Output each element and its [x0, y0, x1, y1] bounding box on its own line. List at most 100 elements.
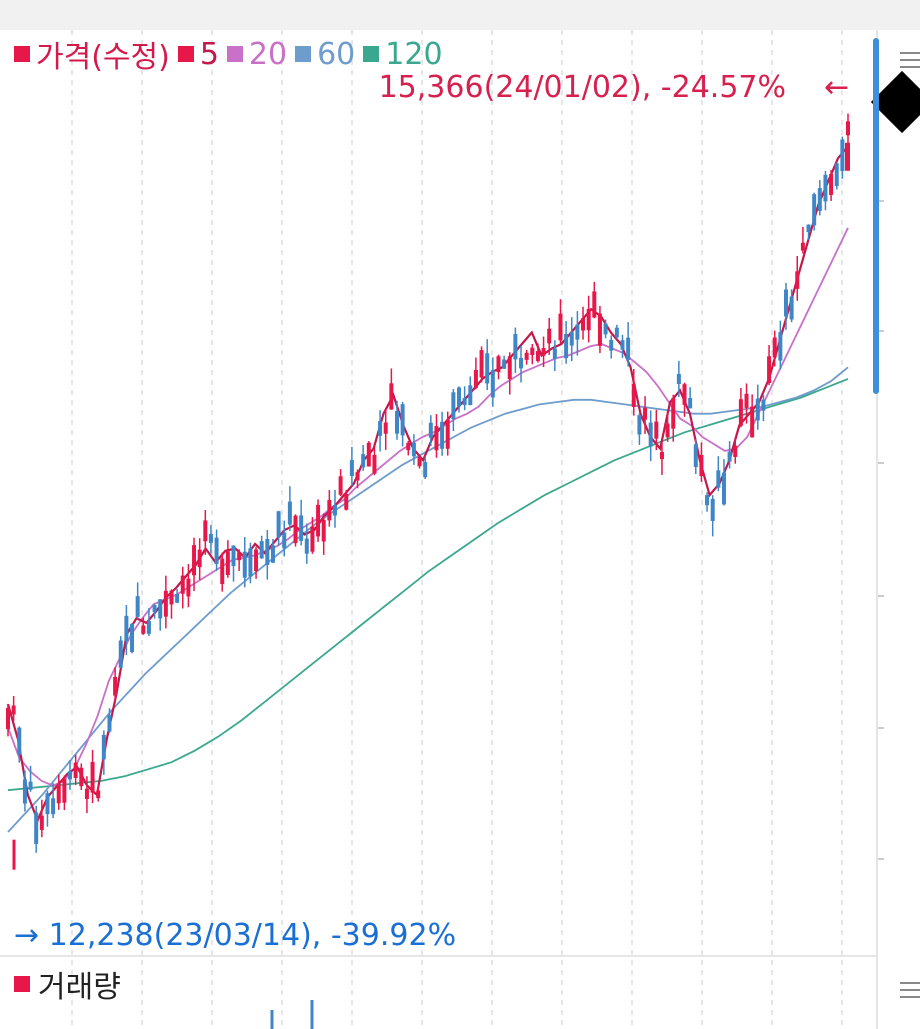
ma120-line: [7, 378, 849, 792]
candle-body: [665, 423, 670, 438]
candle-body: [834, 163, 839, 187]
ma5-line: [6, 145, 849, 824]
candle-body: [705, 495, 710, 506]
candle-body: [124, 615, 129, 641]
candle-body: [479, 350, 484, 378]
candle-body: [349, 460, 354, 476]
candle-body: [321, 519, 326, 542]
candle-body: [806, 224, 811, 233]
chart-scrollbar[interactable]: [873, 38, 879, 394]
candle-body: [197, 549, 202, 568]
candle-body: [829, 174, 834, 195]
candle-body: [68, 771, 73, 780]
volume-bar: [270, 1010, 274, 1029]
candle-body: [248, 548, 253, 577]
candle-body: [203, 520, 208, 542]
legend-price[interactable]: 가격(수정): [14, 32, 170, 76]
candle-body: [383, 422, 388, 434]
candle-body: [699, 454, 704, 477]
volume-menu-icon[interactable]: [900, 982, 920, 1000]
candle-body: [727, 451, 732, 462]
candle-body: [214, 537, 219, 564]
legend-ma5-swatch: [177, 46, 194, 62]
candle-body: [434, 426, 439, 451]
candle-body: [11, 705, 16, 715]
candle-body: [654, 421, 659, 439]
candle-body: [620, 340, 625, 350]
candle-body: [541, 348, 546, 356]
candle-body: [45, 793, 50, 815]
candle-body: [547, 328, 552, 344]
candle-body: [6, 707, 10, 730]
candle-body: [101, 734, 106, 760]
candle-body: [682, 384, 687, 405]
candle-body: [310, 526, 315, 552]
candle-body: [355, 472, 360, 481]
candle-body: [710, 498, 715, 521]
axis-tick: [878, 858, 884, 860]
legend-ma120-label: 120: [385, 36, 443, 72]
candle-body: [344, 493, 349, 510]
candle-body: [361, 454, 366, 468]
candle-body: [445, 419, 450, 449]
candle-body: [141, 625, 146, 634]
legend-ma120-swatch: [363, 46, 380, 62]
legend-ma60-label: 60: [317, 36, 356, 72]
candle-body: [643, 407, 648, 420]
candle-body: [332, 504, 337, 516]
candle-body: [146, 620, 151, 634]
axis-tick: [878, 200, 884, 202]
candle-body: [755, 398, 760, 421]
legend-ma5[interactable]: 5: [177, 37, 219, 72]
candle-body: [772, 337, 777, 358]
candle-body: [569, 332, 574, 346]
candle-body: [56, 784, 61, 804]
ma20-line: [7, 227, 849, 787]
legend-ma60[interactable]: 60: [295, 37, 355, 72]
volume-title-label: 거래량: [38, 970, 121, 1005]
candle-body: [225, 551, 230, 576]
legend-ma120[interactable]: 120: [363, 36, 443, 72]
candle-body: [750, 406, 755, 438]
price-chart-area[interactable]: [0, 30, 876, 1029]
candle-body: [400, 404, 405, 436]
candle-body: [22, 779, 27, 804]
top-bar: [0, 0, 920, 30]
candle-body: [513, 333, 518, 360]
candle-body: [276, 511, 281, 537]
candle-body: [473, 370, 478, 388]
legend-ma20[interactable]: 20: [226, 37, 287, 72]
candle-body: [524, 352, 529, 360]
candle-body: [778, 332, 783, 361]
price-chart[interactable]: [0, 30, 876, 1029]
candle-body: [631, 383, 636, 407]
candle-body: [671, 398, 676, 429]
panel-divider: [0, 955, 876, 957]
candle-body: [406, 442, 411, 451]
price-axis-panel[interactable]: [876, 30, 920, 1029]
candle-body: [366, 442, 371, 467]
candle-body: [175, 594, 180, 603]
candle-body: [564, 333, 569, 359]
candle-body: [73, 762, 78, 778]
candle-body: [744, 393, 749, 408]
candle-body: [372, 454, 377, 474]
candle-body: [34, 812, 39, 844]
candle-body: [767, 356, 772, 383]
candle-body: [761, 399, 766, 411]
candle-body: [462, 398, 467, 406]
candle-body: [721, 472, 726, 505]
candle-body: [496, 356, 501, 373]
candle-body: [468, 385, 473, 406]
chart-legend: 가격(수정) 5 20 60 120: [14, 36, 451, 75]
candle-body: [237, 552, 242, 561]
candle-body: [96, 790, 101, 799]
candle-body: [304, 538, 309, 554]
candle-body: [338, 476, 343, 495]
candle-body: [299, 515, 304, 541]
menu-icon[interactable]: [900, 52, 920, 70]
candle-body: [676, 373, 681, 384]
candle-body: [823, 174, 828, 202]
candle-body: [817, 188, 822, 211]
candle-body: [118, 640, 123, 668]
